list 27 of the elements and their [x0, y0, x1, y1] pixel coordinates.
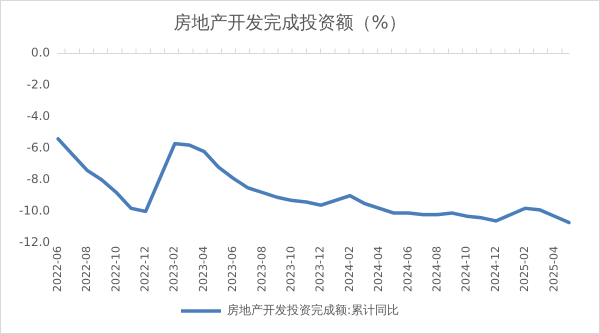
y-tick-label: -6.0 — [26, 140, 50, 154]
y-tick-label: 0.0 — [30, 46, 50, 60]
x-tick-label: 2024-04 — [372, 246, 386, 292]
x-tick-label: 2023-12 — [314, 246, 327, 292]
x-tick-label: 2023-10 — [284, 246, 298, 292]
x-tick-label: 2024-10 — [460, 246, 473, 292]
x-tick-label: 2025-02 — [518, 246, 532, 292]
x-tick-label: 2023-06 — [226, 246, 240, 292]
x-tick-label: 2022-08 — [80, 246, 94, 292]
x-tick-label: 2025-04 — [547, 246, 560, 292]
x-tick-label: 2024-08 — [430, 246, 444, 292]
y-tick-label: -4.0 — [26, 108, 50, 123]
y-tick-label: -12.0 — [18, 235, 50, 250]
x-tick-label: 2023-02 — [168, 246, 181, 292]
x-tick-label: 2023-04 — [196, 246, 210, 292]
x-tick-label: 2024-12 — [488, 246, 502, 292]
x-tick-label: 2024-06 — [401, 246, 414, 292]
x-tick-label: 2022-12 — [138, 246, 152, 292]
x-tick-label: 2022-06 — [50, 246, 64, 292]
x-tick-label: 2023-08 — [255, 246, 268, 292]
x-tick-label: 2024-02 — [342, 246, 356, 292]
y-tick-label: -10.0 — [18, 204, 50, 218]
chart-title: 房地产开发完成投资额（%） — [173, 12, 407, 34]
legend-label: 房地产开发投资完成额:累计同比 — [226, 303, 400, 318]
x-tick-label: 2022-10 — [109, 246, 122, 292]
y-tick-label: -2.0 — [26, 77, 50, 92]
y-tick-label: -8.0 — [26, 172, 50, 186]
